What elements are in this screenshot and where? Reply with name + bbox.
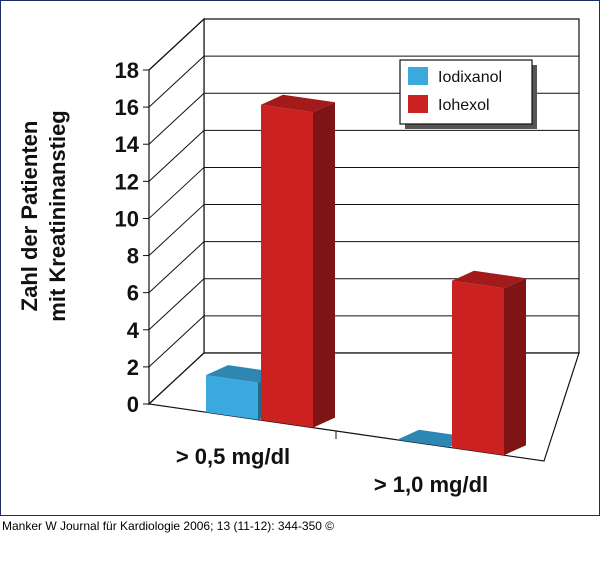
legend-swatch-iohexol [408, 95, 428, 113]
y-tick-label: 4 [127, 318, 140, 343]
y-tick-label: 6 [127, 281, 139, 306]
y-tick-label: 8 [127, 244, 139, 269]
bar-top [261, 94, 335, 113]
chart-frame: 0 2 4 6 8 10 12 14 16 18 Zahl der Patienten mit Kre… [0, 0, 600, 516]
citation: Manker W Journal für Kardiologie 2006; 1… [2, 519, 335, 533]
y-axis-title-line: mit Kreatininanstieg [45, 110, 70, 321]
legend-label-iodixanol: Iodixanol [438, 69, 502, 86]
gridline-side [148, 55, 205, 108]
legend: Iodixanol Iohexol [399, 59, 537, 129]
x-tick-label: > 1,0 mg/dl [374, 472, 488, 497]
bar-top [452, 270, 526, 289]
y-tick-label: 0 [127, 392, 139, 417]
y-tick-label: 14 [115, 132, 140, 157]
y-axis-title-line: Zahl der Patienten [17, 121, 42, 312]
y-tick-label: 2 [127, 355, 139, 380]
gridline-side [148, 278, 205, 331]
bar-front [261, 104, 313, 428]
gridline-side [148, 315, 205, 368]
gridline-side [148, 167, 205, 219]
gridline-side [148, 92, 205, 145]
legend-label-iohexol: Iohexol [438, 97, 490, 114]
bar-front [452, 280, 504, 456]
gridline-side [148, 129, 205, 182]
gridline-side [148, 18, 205, 71]
legend-swatch-iodixanol [408, 67, 428, 85]
bar-side [313, 102, 335, 428]
left-wall [148, 17, 205, 406]
y-tick-label: 18 [115, 58, 139, 83]
y-tick-label: 10 [115, 206, 139, 231]
y-tick-label: 16 [115, 95, 139, 120]
chart: 0 2 4 6 8 10 12 14 16 18 Zahl der Patienten mit Kre… [17, 17, 580, 497]
bar-front [206, 375, 258, 420]
bar-side [504, 278, 526, 456]
bar-iohexol-1 [261, 94, 335, 428]
gridline-side [148, 204, 205, 256]
bar-iohexol-2 [452, 270, 526, 456]
y-tick-label: 12 [115, 169, 139, 194]
x-tick-label: > 0,5 mg/dl [176, 444, 290, 469]
gridline-side [148, 241, 205, 294]
y-axis-title: Zahl der Patienten mit Kreatininanstieg [17, 110, 70, 321]
